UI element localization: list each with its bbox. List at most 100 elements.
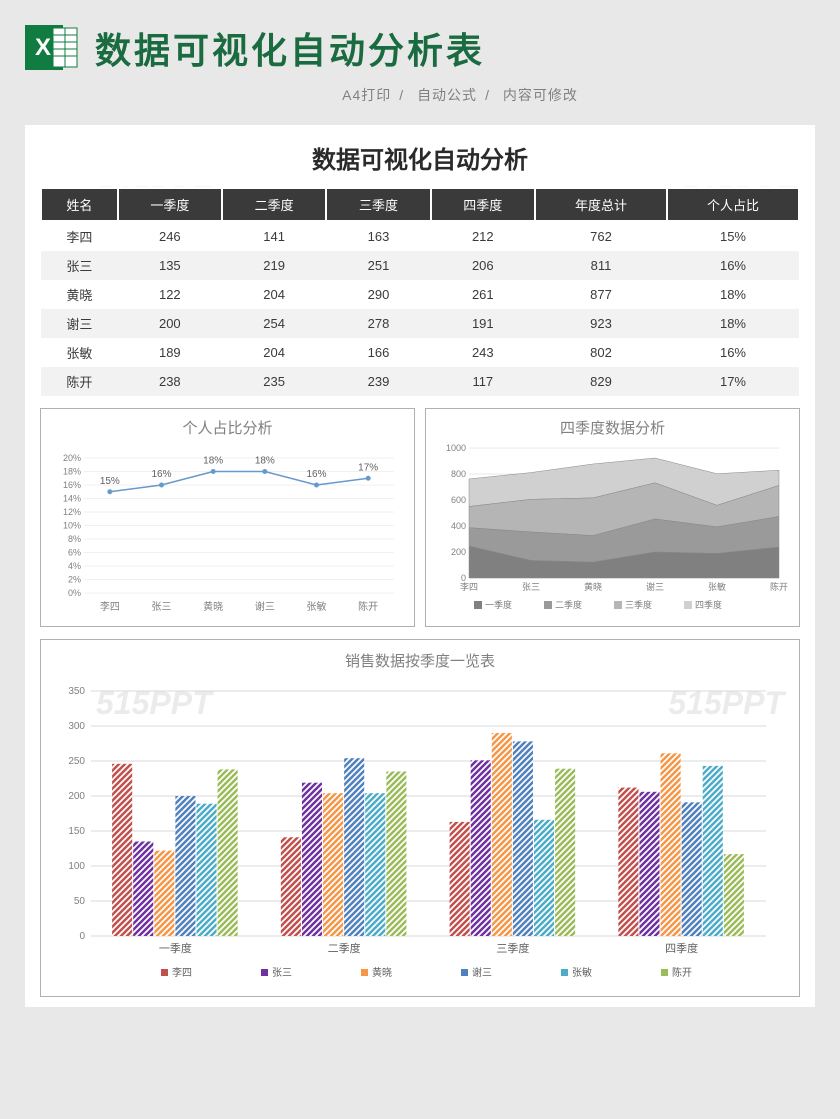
svg-text:200: 200 — [451, 547, 466, 557]
bar-chart-box: 515PPT 515PPT 销售数据按季度一览表 050100150200250… — [40, 639, 800, 997]
table-cell: 811 — [535, 251, 667, 280]
table-cell: 141 — [222, 221, 326, 251]
svg-text:350: 350 — [68, 686, 85, 697]
svg-text:X: X — [35, 34, 51, 61]
table-cell: 191 — [431, 309, 535, 338]
table-cell: 246 — [118, 221, 222, 251]
table-header: 年度总计 — [535, 188, 667, 221]
svg-text:600: 600 — [451, 495, 466, 505]
line-chart: 0%2%4%6%8%10%12%14%16%18%20%15%16%18%18%… — [49, 443, 404, 618]
svg-text:2%: 2% — [68, 575, 81, 585]
subtitle-part: 内容可修改 — [503, 87, 578, 103]
table-cell: 陈开 — [41, 367, 118, 396]
svg-text:16%: 16% — [306, 469, 326, 480]
table-cell: 238 — [118, 367, 222, 396]
svg-text:黄晓: 黄晓 — [372, 966, 392, 979]
table-cell: 166 — [326, 338, 430, 367]
svg-text:16%: 16% — [63, 480, 81, 490]
svg-text:李四: 李四 — [172, 966, 192, 979]
table-header: 四季度 — [431, 188, 535, 221]
panel-title: 数据可视化自动分析 — [40, 140, 800, 175]
svg-text:谢三: 谢三 — [255, 600, 275, 613]
data-table: 姓名一季度二季度三季度四季度年度总计个人占比 李四246141163212762… — [40, 187, 800, 396]
line-chart-box: 个人占比分析 0%2%4%6%8%10%12%14%16%18%20%15%16… — [40, 408, 415, 627]
area-chart-box: 四季度数据分析 02004006008001000李四张三黄晓谢三张敏陈开一季度… — [425, 408, 800, 627]
svg-text:张三: 张三 — [272, 967, 292, 979]
table-header: 三季度 — [326, 188, 430, 221]
svg-text:陈开: 陈开 — [770, 581, 788, 592]
table-cell: 李四 — [41, 221, 118, 251]
main-title: 数据可视化自动分析表 — [95, 22, 485, 74]
svg-text:14%: 14% — [63, 494, 81, 504]
line-chart-title: 个人占比分析 — [49, 417, 406, 438]
svg-text:张敏: 张敏 — [572, 966, 592, 979]
table-cell: 张敏 — [41, 338, 118, 367]
svg-text:4%: 4% — [68, 561, 81, 571]
svg-text:8%: 8% — [68, 534, 81, 544]
table-cell: 254 — [222, 309, 326, 338]
table-row: 谢三20025427819192318% — [41, 309, 799, 338]
table-cell: 212 — [431, 221, 535, 251]
table-row: 张敏18920416624380216% — [41, 338, 799, 367]
table-cell: 923 — [535, 309, 667, 338]
table-cell: 16% — [667, 251, 799, 280]
table-cell: 200 — [118, 309, 222, 338]
area-chart-title: 四季度数据分析 — [434, 417, 791, 438]
excel-icon: X — [25, 20, 80, 75]
table-header: 一季度 — [118, 188, 222, 221]
table-cell: 张三 — [41, 251, 118, 280]
svg-text:三季度: 三季度 — [625, 599, 652, 610]
table-cell: 829 — [535, 367, 667, 396]
table-cell: 189 — [118, 338, 222, 367]
table-cell: 239 — [326, 367, 430, 396]
svg-text:1000: 1000 — [446, 443, 466, 453]
svg-text:一季度: 一季度 — [485, 599, 512, 610]
svg-text:17%: 17% — [358, 462, 378, 473]
svg-text:200: 200 — [68, 791, 85, 802]
svg-text:250: 250 — [68, 756, 85, 767]
subtitle-row: A4打印/ 自动公式/ 内容可修改 — [25, 85, 815, 105]
svg-text:150: 150 — [68, 826, 85, 837]
svg-text:一季度: 一季度 — [159, 941, 192, 955]
svg-text:黄晓: 黄晓 — [584, 581, 602, 592]
svg-text:张三: 张三 — [522, 582, 540, 592]
table-cell: 243 — [431, 338, 535, 367]
svg-text:二季度: 二季度 — [555, 599, 582, 610]
svg-text:张敏: 张敏 — [307, 600, 327, 613]
table-cell: 黄晓 — [41, 280, 118, 309]
table-row: 张三13521925120681116% — [41, 251, 799, 280]
table-row: 陈开23823523911782917% — [41, 367, 799, 396]
table-row: 李四24614116321276215% — [41, 221, 799, 251]
area-chart: 02004006008001000李四张三黄晓谢三张敏陈开一季度二季度三季度四季… — [434, 443, 789, 618]
bar-chart: 050100150200250300350一季度二季度三季度四季度李四张三黄晓谢… — [51, 676, 781, 986]
svg-text:18%: 18% — [255, 456, 275, 467]
svg-text:三季度: 三季度 — [496, 941, 529, 955]
svg-text:800: 800 — [451, 469, 466, 479]
svg-text:18%: 18% — [203, 456, 223, 467]
svg-text:100: 100 — [68, 861, 85, 872]
header: X 数据可视化自动分析表 — [25, 20, 815, 75]
table-cell: 18% — [667, 280, 799, 309]
svg-text:15%: 15% — [100, 476, 120, 487]
svg-text:0: 0 — [79, 931, 85, 942]
svg-text:陈开: 陈开 — [672, 966, 692, 979]
svg-text:6%: 6% — [68, 548, 81, 558]
table-cell: 122 — [118, 280, 222, 309]
table-cell: 877 — [535, 280, 667, 309]
main-panel: 数据可视化自动分析 515PPT 515PPT 姓名一季度二季度三季度四季度年度… — [25, 125, 815, 1007]
table-cell: 15% — [667, 221, 799, 251]
charts-row: 个人占比分析 0%2%4%6%8%10%12%14%16%18%20%15%16… — [40, 408, 800, 627]
table-header: 姓名 — [41, 188, 118, 221]
table-cell: 290 — [326, 280, 430, 309]
svg-text:20%: 20% — [63, 453, 81, 463]
svg-text:50: 50 — [74, 896, 86, 907]
svg-text:四季度: 四季度 — [695, 599, 722, 610]
table-cell: 204 — [222, 280, 326, 309]
svg-text:16%: 16% — [151, 469, 171, 480]
table-cell: 17% — [667, 367, 799, 396]
bar-chart-title: 销售数据按季度一览表 — [51, 650, 789, 671]
table-row: 黄晓12220429026187718% — [41, 280, 799, 309]
table-cell: 261 — [431, 280, 535, 309]
svg-text:谢三: 谢三 — [646, 581, 664, 592]
svg-text:张三: 张三 — [152, 601, 172, 613]
